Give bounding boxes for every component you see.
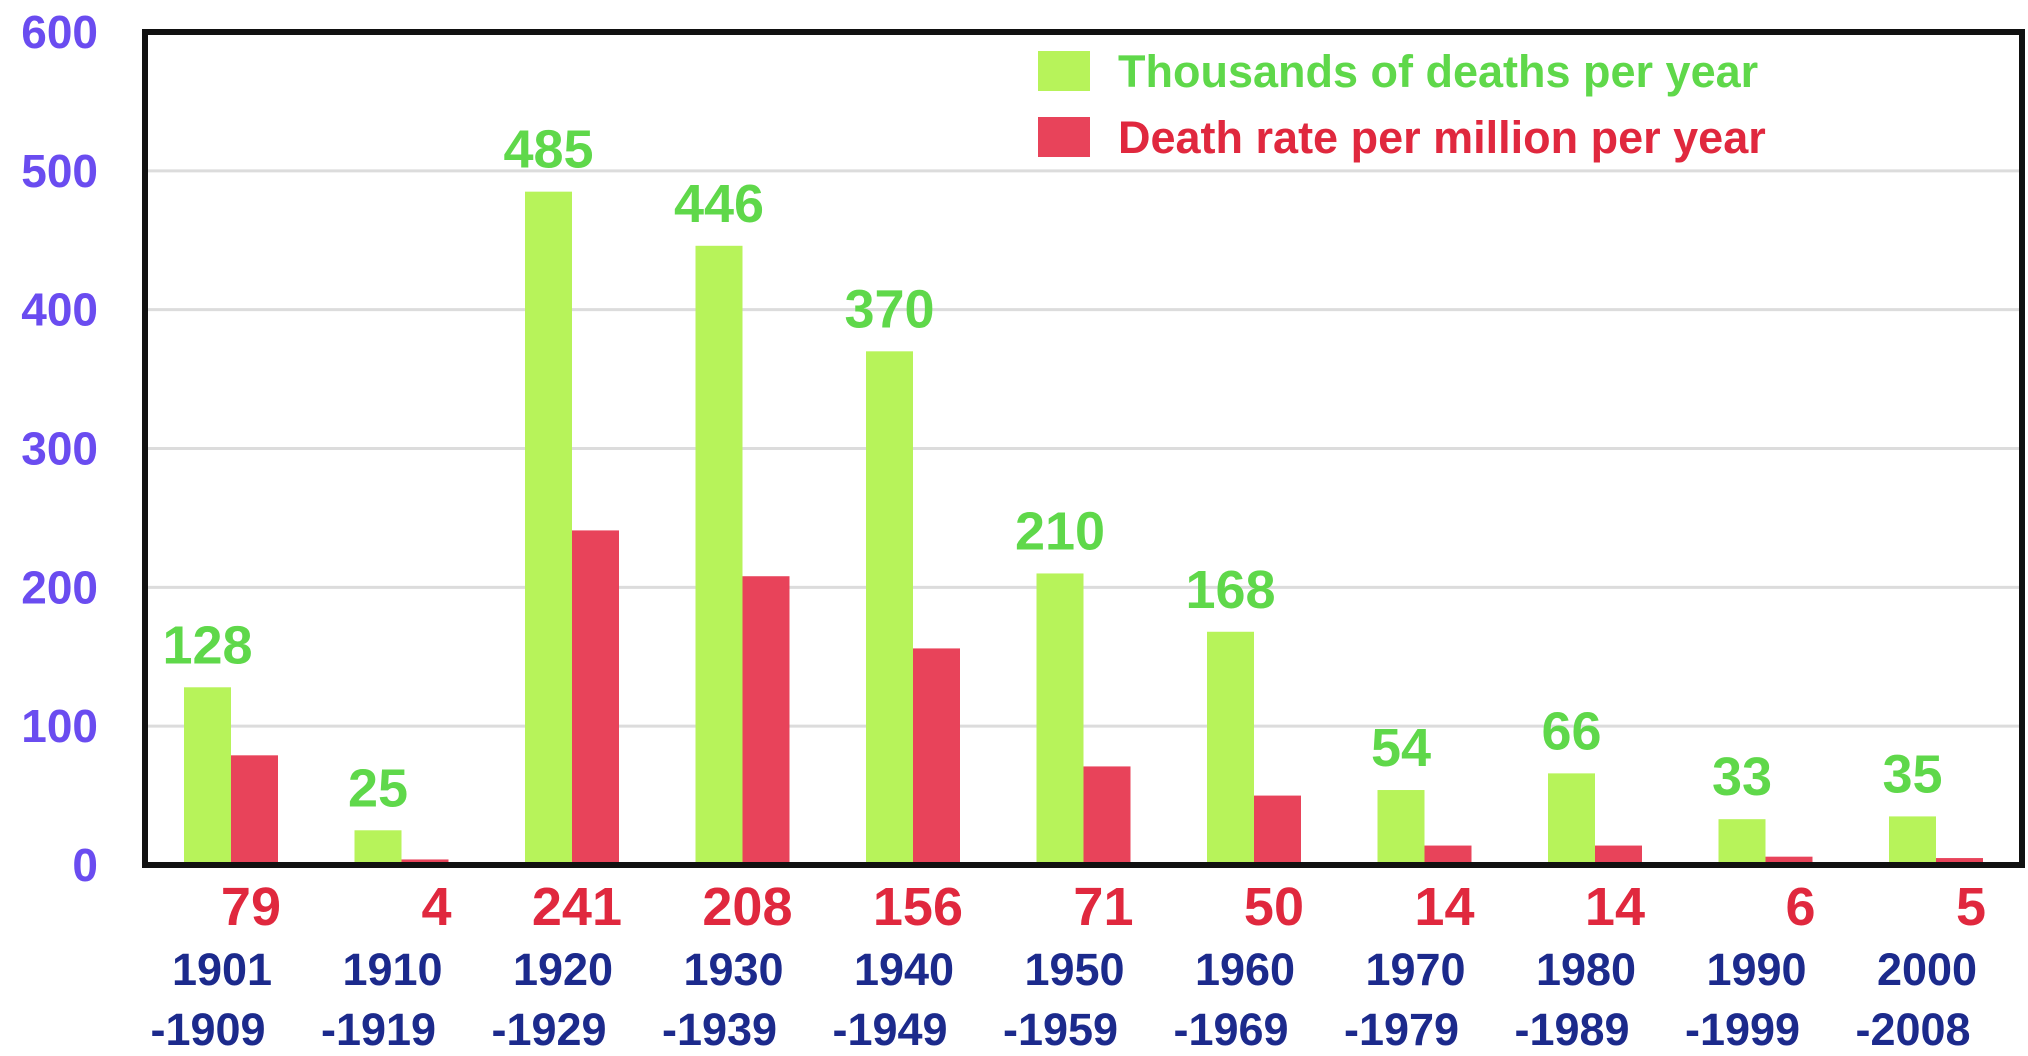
value-label-deaths: 35 bbox=[1882, 744, 1942, 804]
y-tick-label: 200 bbox=[21, 561, 98, 613]
value-label-rate: 5 bbox=[1956, 877, 1986, 937]
y-tick-label: 0 bbox=[72, 839, 98, 891]
bar-deaths bbox=[525, 191, 572, 866]
value-label-deaths: 25 bbox=[348, 758, 408, 818]
value-labels: 128 79 254 485 241 446 208 370 156 210 71 168 50 54 14… bbox=[162, 120, 1986, 937]
value-label-deaths: 210 bbox=[1015, 501, 1105, 561]
x-tick-label: -1939 bbox=[662, 1004, 777, 1055]
x-tick-label: 1960 bbox=[1195, 944, 1295, 995]
bar-deaths bbox=[354, 830, 402, 865]
bar-deaths bbox=[695, 245, 743, 865]
legend-label-deaths: Thousands of deaths per year bbox=[1118, 46, 1758, 97]
bar-deaths bbox=[866, 351, 913, 866]
bar-deaths bbox=[1548, 773, 1595, 865]
y-tick-label: 100 bbox=[21, 700, 98, 752]
value-label-deaths: 370 bbox=[844, 279, 934, 339]
bar-rate bbox=[1424, 845, 1472, 865]
value-label-deaths: 485 bbox=[503, 120, 593, 180]
bar-deaths bbox=[1718, 819, 1766, 865]
value-label-deaths: 446 bbox=[674, 174, 764, 234]
x-tick-label: 1970 bbox=[1365, 944, 1465, 995]
y-tick-label: 300 bbox=[21, 423, 98, 475]
y-tick-label: 600 bbox=[21, 6, 98, 58]
bar-rate bbox=[1254, 795, 1301, 865]
value-label-rate: 50 bbox=[1244, 877, 1304, 937]
value-label-rate: 4 bbox=[421, 877, 451, 937]
value-label-deaths: 168 bbox=[1185, 560, 1275, 620]
legend: Thousands of deaths per year Death rate … bbox=[1038, 46, 1766, 163]
bar-rate bbox=[1083, 766, 1131, 865]
x-tick-label: -1949 bbox=[832, 1004, 947, 1055]
x-tick-label: 1940 bbox=[854, 944, 954, 995]
x-tick-label: 2000 bbox=[1877, 944, 1977, 995]
bars bbox=[184, 191, 1983, 866]
value-label-rate: 208 bbox=[702, 877, 792, 937]
bar-deaths bbox=[1207, 631, 1254, 865]
x-tick-label: -2008 bbox=[1855, 1004, 1970, 1055]
bar-deaths bbox=[184, 687, 231, 865]
value-label-deaths: 54 bbox=[1371, 718, 1431, 778]
value-label-rate: 79 bbox=[221, 877, 281, 937]
y-tick-label: 500 bbox=[21, 145, 98, 197]
x-tick-label: -1959 bbox=[1003, 1004, 1118, 1055]
bar-rate bbox=[572, 530, 619, 865]
value-label-rate: 241 bbox=[532, 877, 622, 937]
x-tick-label: -1979 bbox=[1344, 1004, 1459, 1055]
bar-rate bbox=[742, 576, 790, 865]
y-axis-ticks: 0 100 200 300 400 500 600 bbox=[21, 6, 98, 891]
bar-rate bbox=[1936, 858, 1983, 865]
value-label-deaths: 128 bbox=[162, 615, 252, 675]
x-tick-label: 1990 bbox=[1706, 944, 1806, 995]
bar-rate bbox=[231, 755, 278, 865]
value-label-deaths: 66 bbox=[1541, 701, 1601, 761]
bar-deaths bbox=[1377, 790, 1425, 865]
x-tick-label: -1989 bbox=[1514, 1004, 1629, 1055]
x-tick-label: -1909 bbox=[150, 1004, 265, 1055]
bar-rate bbox=[913, 648, 960, 865]
plot-frame bbox=[142, 29, 2025, 868]
x-tick-label: 1930 bbox=[683, 944, 783, 995]
category-labels: 1901 -1909 1910 -1919 1920 -1929 1930 -1939 1940… bbox=[150, 944, 1977, 1055]
x-tick-label: 1910 bbox=[342, 944, 442, 995]
x-tick-label: -1969 bbox=[1173, 1004, 1288, 1055]
x-tick-label: 1901 bbox=[172, 944, 272, 995]
value-label-rate: 14 bbox=[1414, 877, 1474, 937]
gridlines bbox=[145, 169, 2022, 728]
x-tick-label: 1950 bbox=[1024, 944, 1124, 995]
x-tick-label: -1929 bbox=[491, 1004, 606, 1055]
bar-deaths bbox=[1889, 816, 1936, 865]
x-tick-label: -1999 bbox=[1685, 1004, 1800, 1055]
value-label-rate: 71 bbox=[1073, 877, 1133, 937]
x-tick-label: 1920 bbox=[513, 944, 613, 995]
legend-label-rate: Death rate per million per year bbox=[1118, 112, 1766, 163]
value-label-rate: 156 bbox=[873, 877, 963, 937]
legend-swatch-rate bbox=[1038, 117, 1090, 157]
bar-rate bbox=[1765, 856, 1813, 865]
bar-rate bbox=[1595, 845, 1642, 865]
value-label-rate: 14 bbox=[1585, 877, 1645, 937]
value-label-deaths: 33 bbox=[1712, 747, 1772, 807]
x-tick-label: -1919 bbox=[321, 1004, 436, 1055]
bar-deaths bbox=[1036, 573, 1084, 865]
legend-swatch-deaths bbox=[1038, 51, 1090, 91]
value-label-rate: 6 bbox=[1785, 877, 1815, 937]
y-tick-label: 400 bbox=[21, 284, 98, 336]
x-tick-label: 1980 bbox=[1536, 944, 1636, 995]
